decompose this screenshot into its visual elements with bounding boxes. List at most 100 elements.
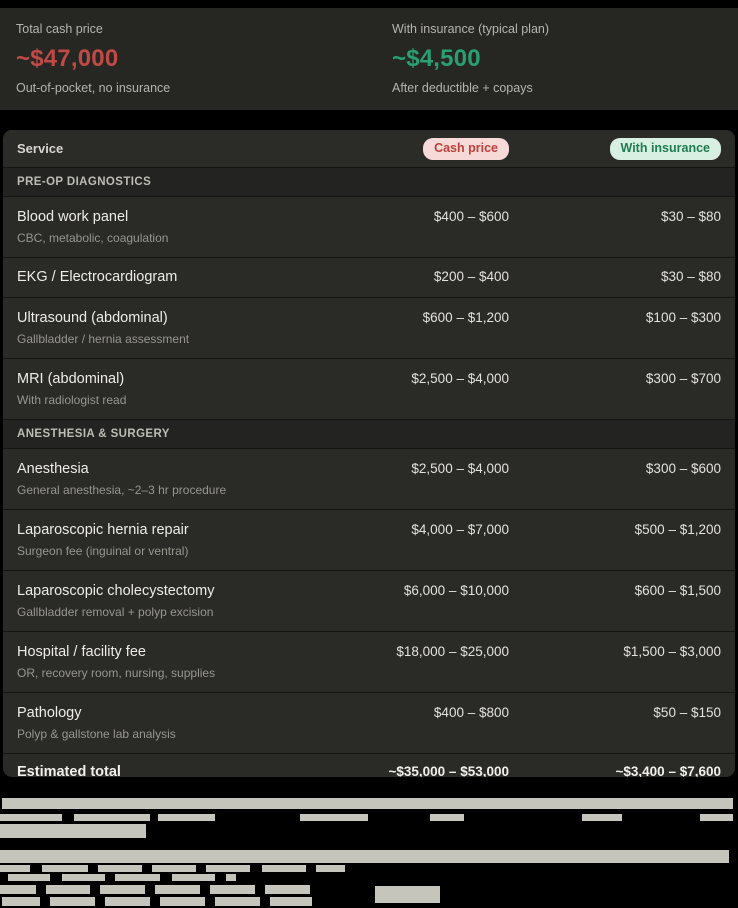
- redacted-block: [98, 865, 142, 872]
- service-name: EKG / Electrocardiogram: [17, 269, 178, 285]
- service-name: Blood work panel: [17, 209, 129, 225]
- redacted-block: [270, 897, 312, 906]
- redacted-block: [582, 814, 622, 821]
- service-description: Gallbladder / hernia assessment: [17, 332, 190, 346]
- redacted-block: [0, 850, 729, 863]
- table-row-hospital-fee: Hospital / facility fee OR, recovery roo…: [3, 632, 735, 693]
- price-table: Service Cash price With insurance PRE-OP…: [3, 130, 735, 777]
- redacted-block: [0, 885, 36, 894]
- redacted-block: [42, 865, 88, 872]
- insurance-summary-note: After deductible + copays: [392, 81, 533, 95]
- service-description: Gallbladder removal + polyp excision: [17, 605, 214, 619]
- insurance-price-value: $50 – $150: [653, 705, 721, 720]
- insurance-price-value: $30 – $80: [660, 209, 721, 224]
- redacted-block: [206, 865, 250, 872]
- redacted-block: [262, 865, 306, 872]
- cash-price-value: $200 – $400: [433, 269, 509, 284]
- section-header-preop: PRE-OP DIAGNOSTICS: [3, 168, 735, 197]
- estimated-total-cash: ~$35,000 – $53,000: [388, 764, 510, 777]
- insurance-summary-label: With insurance (typical plan): [392, 22, 550, 36]
- redacted-block: [8, 874, 50, 881]
- redacted-block: [160, 897, 205, 906]
- cash-price-value: $400 – $600: [433, 209, 509, 224]
- table-row-pathology: Pathology Polyp & gallstone lab analysis…: [3, 693, 735, 754]
- redacted-block: [62, 874, 105, 881]
- insurance-price-value: $100 – $300: [645, 310, 721, 325]
- cash-summary-note: Out-of-pocket, no insurance: [16, 81, 171, 95]
- with-insurance-badge: With insurance: [609, 137, 721, 160]
- table-row-anesthesia: Anesthesia General anesthesia, ~2–3 hr p…: [3, 449, 735, 510]
- table-row-cholecystectomy: Laparoscopic cholecystectomy Gallbladder…: [3, 571, 735, 632]
- redacted-block: [265, 885, 310, 894]
- insurance-price-value: $300 – $600: [645, 461, 721, 476]
- service-description: Surgeon fee (inguinal or ventral): [17, 544, 189, 558]
- insurance-summary-amount: ~$4,500: [392, 45, 481, 72]
- cost-summary-panel: Total cash price ~$47,000 Out-of-pocket,…: [0, 8, 738, 110]
- section-header-anesthesia-surgery: ANESTHESIA & SURGERY: [3, 420, 735, 449]
- redacted-block: [215, 897, 260, 906]
- redacted-block: [430, 814, 464, 821]
- service-name: Pathology: [17, 705, 82, 721]
- insurance-price-value: $1,500 – $3,000: [623, 644, 721, 659]
- table-header-row: Service Cash price With insurance: [3, 130, 735, 168]
- table-row-ekg: EKG / Electrocardiogram $200 – $400 $30 …: [3, 258, 735, 298]
- redacted-block: [0, 865, 30, 872]
- cash-price-value: $2,500 – $4,000: [411, 461, 509, 476]
- cash-price-badge: Cash price: [423, 137, 509, 160]
- redacted-block: [152, 865, 196, 872]
- service-description: OR, recovery room, nursing, supplies: [17, 666, 216, 680]
- service-description: With radiologist read: [17, 393, 127, 407]
- redacted-block: [155, 885, 200, 894]
- redacted-block: [46, 885, 90, 894]
- cash-summary: Total cash price ~$47,000 Out-of-pocket,…: [16, 21, 392, 110]
- service-description: General anesthesia, ~2–3 hr procedure: [17, 483, 227, 497]
- redacted-block: [300, 814, 368, 821]
- redacted-block: [115, 874, 160, 881]
- insurance-price-value: $30 – $80: [660, 269, 721, 284]
- redacted-block: [0, 824, 146, 838]
- redacted-block: [2, 798, 733, 809]
- insurance-summary: With insurance (typical plan) ~$4,500 Af…: [392, 21, 722, 110]
- redacted-block: [375, 886, 440, 903]
- service-column-header: Service: [17, 141, 64, 156]
- service-description: CBC, metabolic, coagulation: [17, 231, 169, 245]
- table-row-blood-work: Blood work panel CBC, metabolic, coagula…: [3, 197, 735, 258]
- service-name: Hospital / facility fee: [17, 644, 146, 660]
- service-name: Laparoscopic cholecystectomy: [17, 583, 215, 599]
- redacted-block: [2, 897, 40, 906]
- redacted-block: [50, 897, 95, 906]
- service-description: Polyp & gallstone lab analysis: [17, 727, 176, 741]
- cash-summary-label: Total cash price: [16, 22, 103, 36]
- redacted-block: [74, 814, 150, 821]
- estimated-total-label: Estimated total: [17, 764, 121, 777]
- redacted-block: [0, 814, 62, 821]
- insurance-price-value: $500 – $1,200: [634, 522, 721, 537]
- insurance-price-value: $300 – $700: [645, 371, 721, 386]
- table-row-ultrasound: Ultrasound (abdominal) Gallbladder / her…: [3, 298, 735, 359]
- cash-summary-amount: ~$47,000: [16, 45, 119, 72]
- cash-price-value: $2,500 – $4,000: [411, 371, 509, 386]
- estimated-total-insurance: ~$3,400 – $7,600: [615, 764, 721, 777]
- redacted-block: [172, 874, 215, 881]
- cash-price-value: $400 – $800: [433, 705, 509, 720]
- redacted-block: [105, 897, 150, 906]
- service-name: Ultrasound (abdominal): [17, 310, 168, 326]
- redacted-block: [226, 874, 236, 881]
- redacted-block: [316, 865, 345, 872]
- cash-price-value: $600 – $1,200: [422, 310, 509, 325]
- cash-price-value: $4,000 – $7,000: [411, 522, 509, 537]
- insurance-price-value: $600 – $1,500: [634, 583, 721, 598]
- redacted-block: [210, 885, 255, 894]
- redacted-block: [100, 885, 145, 894]
- cash-price-value: $6,000 – $10,000: [403, 583, 509, 598]
- redacted-area: [0, 795, 738, 908]
- service-name: Laparoscopic hernia repair: [17, 522, 189, 538]
- redacted-block: [158, 814, 215, 821]
- service-name: MRI (abdominal): [17, 371, 125, 387]
- redacted-block: [700, 814, 733, 821]
- cash-price-value: $18,000 – $25,000: [396, 644, 509, 659]
- estimated-total-row: Estimated total ~$35,000 – $53,000 ~$3,4…: [3, 754, 735, 777]
- table-row-hernia-repair: Laparoscopic hernia repair Surgeon fee (…: [3, 510, 735, 571]
- table-row-mri: MRI (abdominal) With radiologist read $2…: [3, 359, 735, 420]
- service-name: Anesthesia: [17, 461, 89, 477]
